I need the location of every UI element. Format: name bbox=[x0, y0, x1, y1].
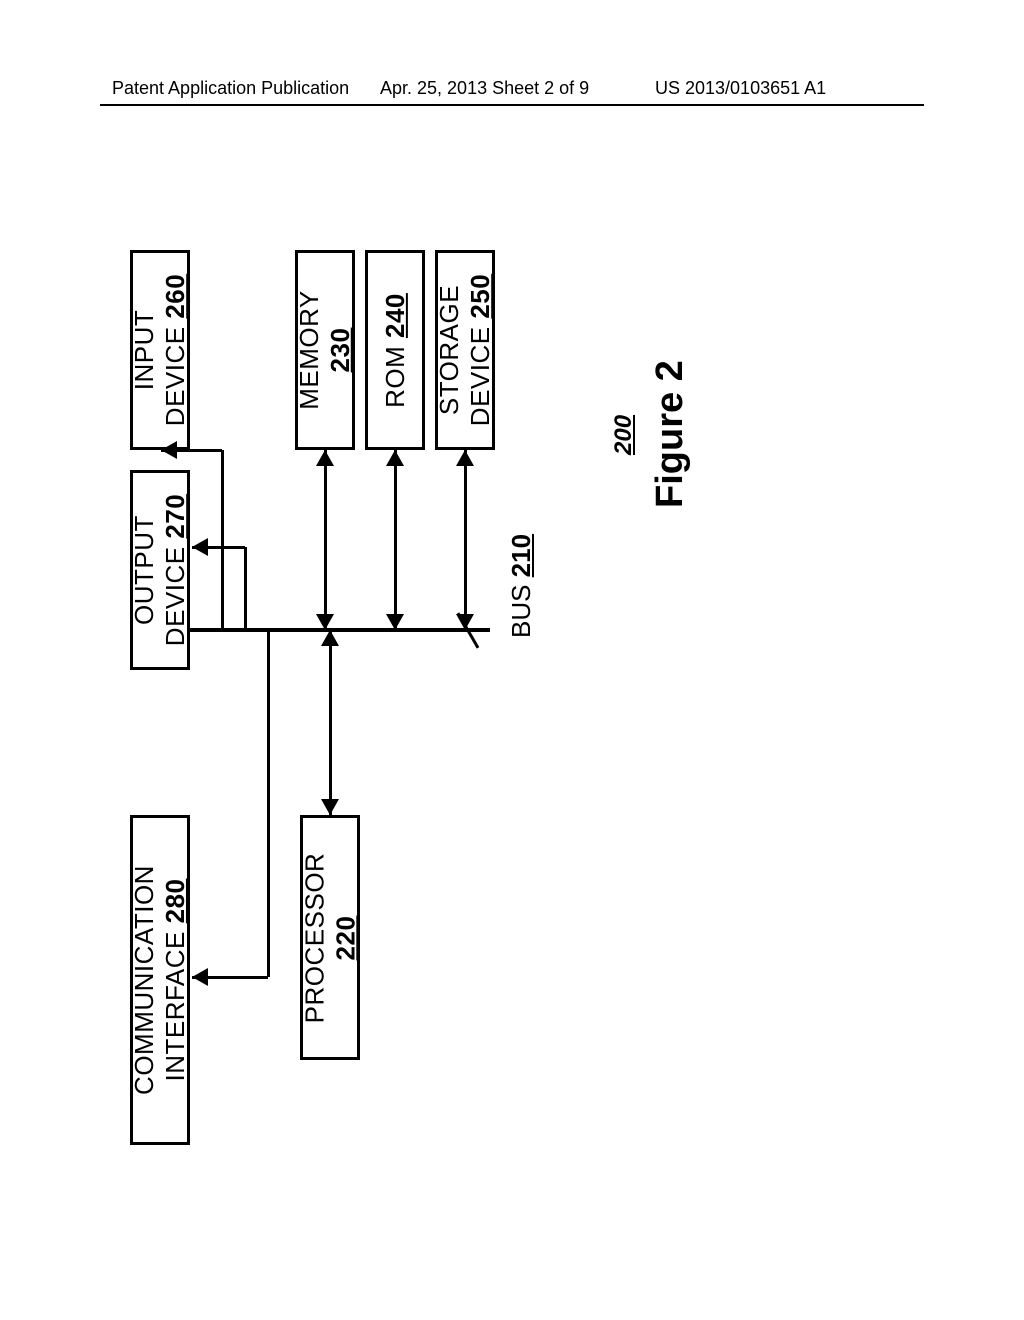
arrow-up bbox=[386, 450, 404, 466]
rom-box: ROM 240 bbox=[365, 250, 425, 450]
figure-label: Figure 2 bbox=[649, 360, 692, 508]
arrow-up bbox=[456, 450, 474, 466]
figure-number: 200 bbox=[610, 415, 638, 455]
memory-box: MEMORY230 bbox=[295, 250, 355, 450]
arrow-left bbox=[161, 441, 177, 459]
proc-label: PROCESSOR220 bbox=[299, 852, 361, 1023]
arrow-down bbox=[321, 799, 339, 815]
comm-label: COMMUNICATIONINTERFACE 280 bbox=[129, 865, 191, 1095]
comm-box: COMMUNICATIONINTERFACE 280 bbox=[130, 815, 190, 1145]
arrow-down bbox=[456, 614, 474, 630]
storage-box: STORAGEDEVICE 250 bbox=[435, 250, 495, 450]
input-label: INPUTDEVICE 260 bbox=[129, 274, 191, 426]
arrow-up bbox=[316, 450, 334, 466]
bus-label: BUS 210 bbox=[506, 534, 537, 638]
arrow-down bbox=[386, 614, 404, 630]
input-box: INPUTDEVICE 260 bbox=[130, 250, 190, 450]
output-label: OUTPUTDEVICE 270 bbox=[129, 494, 191, 646]
proc-box: PROCESSOR220 bbox=[300, 815, 360, 1060]
diagram-canvas: BUS 210 INPUTDEVICE 260 OUTPUTDEVICE 270 CO… bbox=[0, 0, 1024, 1320]
output-box: OUTPUTDEVICE 270 bbox=[130, 470, 190, 670]
arrow-up bbox=[321, 630, 339, 646]
arrow-down bbox=[316, 614, 334, 630]
bus-line bbox=[188, 628, 490, 632]
storage-label: STORAGEDEVICE 250 bbox=[434, 274, 496, 426]
memory-label: MEMORY230 bbox=[294, 290, 356, 410]
arrow-left bbox=[192, 538, 208, 556]
arrow-left bbox=[192, 968, 208, 986]
rom-label: ROM 240 bbox=[380, 293, 411, 408]
